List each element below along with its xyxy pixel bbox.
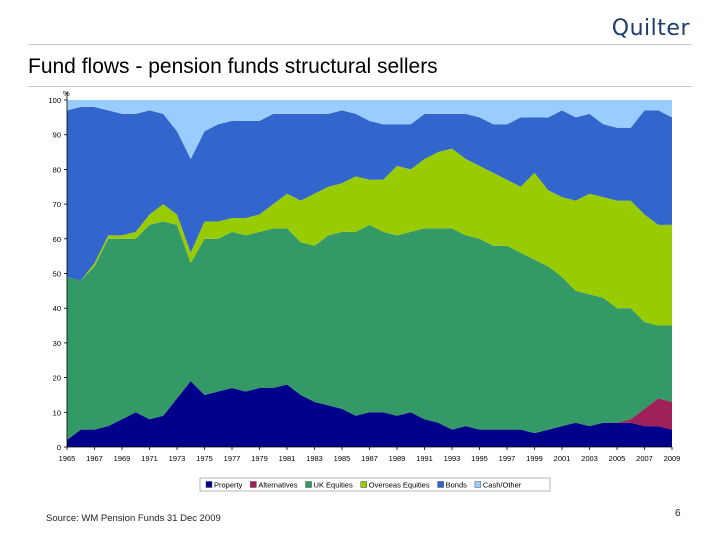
legend-box <box>199 477 551 492</box>
x-tick-label: 1985 <box>334 454 351 463</box>
x-tick-label: 1991 <box>416 454 433 463</box>
x-tick-label: 1993 <box>444 454 461 463</box>
y-tick-label: 70 <box>53 200 61 209</box>
x-tick-label: 1983 <box>306 454 323 463</box>
legend-label-uk-equities: UK Equities <box>314 481 353 490</box>
x-tick-label: 1979 <box>251 454 268 463</box>
y-tick-label: 90 <box>53 131 61 140</box>
area-cash-other <box>67 100 672 159</box>
legend-swatch-overseas-equities <box>360 481 367 488</box>
x-tick-label: 2005 <box>609 454 626 463</box>
x-tick-label: 1967 <box>86 454 103 463</box>
y-tick-label: 40 <box>53 304 61 313</box>
x-tick-label: 1987 <box>361 454 378 463</box>
x-tick-label: 1975 <box>196 454 213 463</box>
x-tick-label: 1969 <box>114 454 131 463</box>
page-number: 6 <box>675 508 681 519</box>
header-divider <box>28 44 692 45</box>
y-tick-label: 20 <box>53 374 61 383</box>
x-tick-label: 1981 <box>279 454 296 463</box>
area-property <box>67 381 672 447</box>
x-tick-label: 1989 <box>389 454 406 463</box>
x-tick-label: 2009 <box>664 454 681 463</box>
legend-swatch-alternatives <box>250 481 257 488</box>
title-divider <box>28 86 692 87</box>
y-tick-label: 10 <box>53 408 61 417</box>
x-tick-label: 1973 <box>169 454 186 463</box>
legend-label-cash-other: Cash/Other <box>483 481 522 490</box>
y-tick-label: 80 <box>53 165 61 174</box>
y-tick-label: 0 <box>57 443 61 452</box>
legend-swatch-bonds <box>437 481 444 488</box>
slide-title: Fund flows - pension funds structural se… <box>28 55 438 78</box>
y-tick-label: 50 <box>53 270 61 279</box>
x-tick-label: 2001 <box>554 454 571 463</box>
x-tick-label: 1977 <box>224 454 241 463</box>
legend-label-alternatives: Alternatives <box>258 481 297 490</box>
y-axis-label: % <box>63 89 70 98</box>
chart-axes: 0 10 20 30 40 50 60 70 80 90 100% 1965 1967 1969 1971 1… <box>48 89 680 463</box>
x-tick-label: 1971 <box>141 454 158 463</box>
area-uk-equities <box>67 221 672 441</box>
x-tick-label: 1995 <box>471 454 488 463</box>
area-bonds <box>67 106 672 281</box>
y-tick-label: 60 <box>53 235 61 244</box>
y-tick-label: 100 <box>48 96 61 105</box>
chart-areas <box>67 100 672 447</box>
company-logo: Quilter <box>611 16 690 41</box>
x-tick-label: 1965 <box>59 454 76 463</box>
x-tick-label: 2007 <box>636 454 653 463</box>
legend-label-property: Property <box>214 481 243 490</box>
x-tick-label: 1999 <box>526 454 543 463</box>
chart-legend: Property Alternatives UK Equities Overseas … <box>199 477 551 492</box>
source-note: Source: WM Pension Funds 31 Dec 2009 <box>46 513 221 524</box>
legend-label-overseas-equities: Overseas Equities <box>369 481 430 490</box>
x-tick-label: 2003 <box>581 454 598 463</box>
x-tick-label: 1997 <box>499 454 516 463</box>
legend-label-bonds: Bonds <box>446 481 468 490</box>
area-overseas-equities <box>67 148 672 326</box>
legend-swatch-cash-other <box>474 481 482 488</box>
legend-swatch-property <box>205 481 213 488</box>
legend-swatch-uk-equities <box>305 481 312 488</box>
y-tick-label: 30 <box>53 339 61 348</box>
